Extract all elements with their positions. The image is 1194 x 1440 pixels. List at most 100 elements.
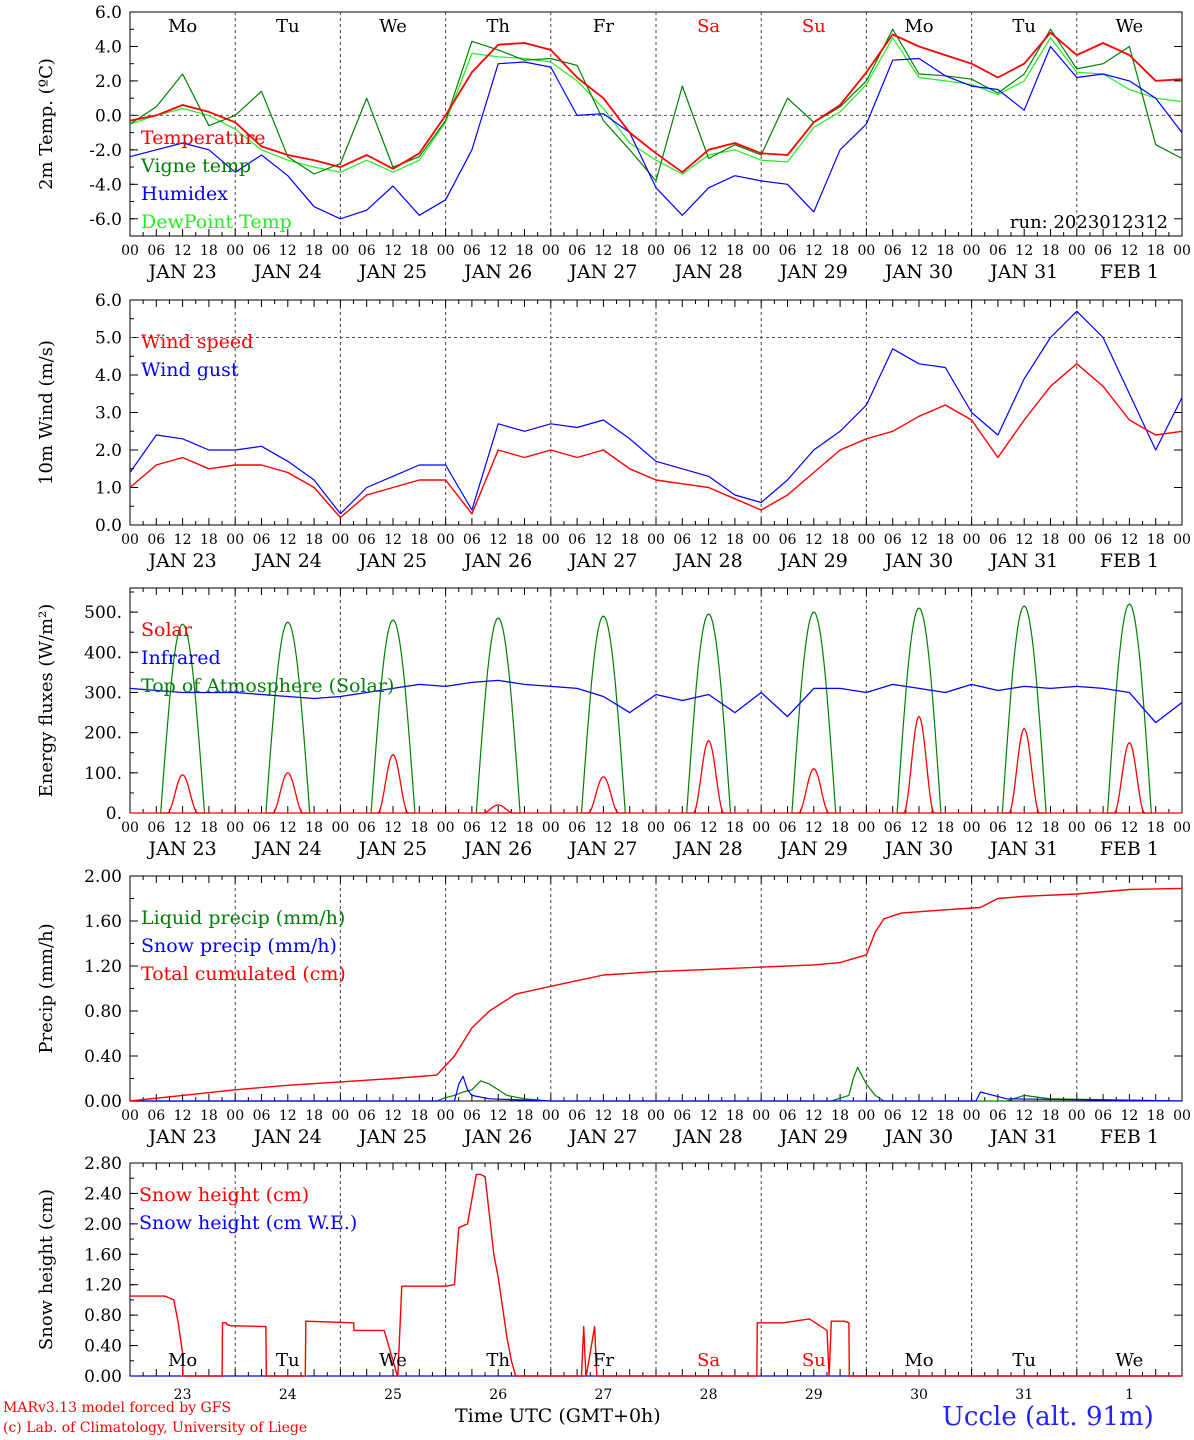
hour-label: 06 [779,1108,797,1124]
hour-label: 18 [1147,820,1165,836]
hour-label: 06 [253,243,271,259]
legend-entry: Wind gust [141,359,239,381]
time-axis-label: Time UTC (GMT+0h) [455,1405,661,1427]
y-tick-label: 0.0 [95,516,122,536]
hour-label: 06 [989,532,1007,548]
hour-label: 00 [752,1108,770,1124]
toa-solar-arc [686,613,732,814]
hour-label: 18 [1042,1108,1060,1124]
weekday-label: We [1116,16,1144,37]
hour-label: 18 [726,532,744,548]
series-line-wind-gust [129,310,1183,515]
date-label: JAN 31 [988,838,1058,860]
hour-label: 00 [1173,532,1191,548]
toa-solar-arc [160,623,206,814]
hour-label: 00 [437,1108,455,1124]
weekday-label: We [379,1350,407,1371]
hour-label: 06 [253,820,271,836]
series-line-temperature [129,31,1183,174]
y-tick-label: 0.40 [84,1047,122,1067]
hour-label: 06 [1094,820,1112,836]
date-label: JAN 30 [883,261,953,283]
hour-label: 12 [489,532,507,548]
legend-entry: DewPoint Temp [141,211,292,233]
hour-label: 12 [489,1108,507,1124]
hour-label: 18 [1147,243,1165,259]
y-tick-label: 1.0 [95,479,122,499]
hour-label: 00 [647,1108,665,1124]
hour-label: 12 [1015,820,1033,836]
hour-label: 06 [673,1108,691,1124]
hour-label: 18 [831,820,849,836]
hour-label: 18 [831,243,849,259]
y-tick-label: 3.0 [95,404,122,424]
hour-label: 00 [963,243,981,259]
date-label: JAN 31 [988,550,1058,572]
weekday-label: Th [486,16,510,37]
hour-label: 00 [752,532,770,548]
hour-label: 18 [516,532,534,548]
hour-label: 00 [331,243,349,259]
hour-label: 06 [989,243,1007,259]
date-label: JAN 25 [357,261,427,283]
hour-label: 18 [305,1108,323,1124]
toa-solar-arc [265,621,311,814]
series-line-vigne-temp [129,28,1183,182]
hour-label: 12 [174,532,192,548]
hour-label: 12 [384,243,402,259]
model-credit-line2: (c) Lab. of Climatology, University of L… [3,1420,308,1436]
toa-solar-arc [475,617,521,814]
station-name: Uccle (alt. 91m) [942,1402,1154,1432]
weekday-label: Mo [904,16,933,37]
hour-label: 06 [779,532,797,548]
day-number-label: 31 [1015,1387,1033,1403]
weekday-label: Su [802,1350,826,1371]
hour-label: 06 [1094,532,1112,548]
hour-label: 12 [1120,1108,1138,1124]
hour-label: 00 [857,243,875,259]
toa-solar-arc [791,611,837,814]
hour-label: 12 [700,243,718,259]
plot-frame-wind [129,299,1183,526]
day-number-label: 27 [594,1387,612,1403]
hour-label: 00 [1068,532,1086,548]
date-label: JAN 28 [673,261,743,283]
hour-label: 12 [279,243,297,259]
y-axis-label-snow: Snow height (cm) [36,1189,57,1350]
date-label: JAN 29 [778,261,848,283]
hour-label: 12 [1120,820,1138,836]
hour-label: 18 [410,243,428,259]
hour-label: 00 [226,820,244,836]
legend-entry: Vigne temp [140,155,251,177]
hour-label: 06 [463,820,481,836]
solar-curve [686,739,731,814]
hour-label: 00 [226,532,244,548]
hour-label: 00 [437,820,455,836]
date-label: JAN 24 [252,838,322,860]
date-label: JAN 28 [673,550,743,572]
hour-label: 00 [121,532,139,548]
weekday-label: Tu [1012,16,1036,37]
run-label: run: 2023012312 [1010,212,1168,233]
legend-entry: Wind speed [141,331,253,353]
hour-label: 06 [568,1108,586,1124]
y-tick-label: 0.00 [84,1367,122,1387]
hour-label: 00 [121,820,139,836]
hour-label: 12 [279,532,297,548]
hour-label: 06 [884,532,902,548]
hour-label: 12 [594,532,612,548]
hour-label: 12 [279,820,297,836]
weekday-label: Fr [593,1350,614,1371]
legend-entry: Liquid precip (mm/h) [141,907,345,929]
hour-label: 06 [884,820,902,836]
y-tick-label: 5.0 [95,329,122,349]
weekday-label: Sa [697,1350,720,1371]
y-tick-label: 0. [106,804,122,824]
hour-label: 00 [542,532,560,548]
hour-label: 12 [910,1108,928,1124]
y-tick-label: 6.0 [95,3,122,23]
date-label: JAN 31 [988,261,1058,283]
toa-solar-arc [896,607,942,814]
y-tick-label: 0.40 [84,1337,122,1357]
hour-label: 00 [857,532,875,548]
